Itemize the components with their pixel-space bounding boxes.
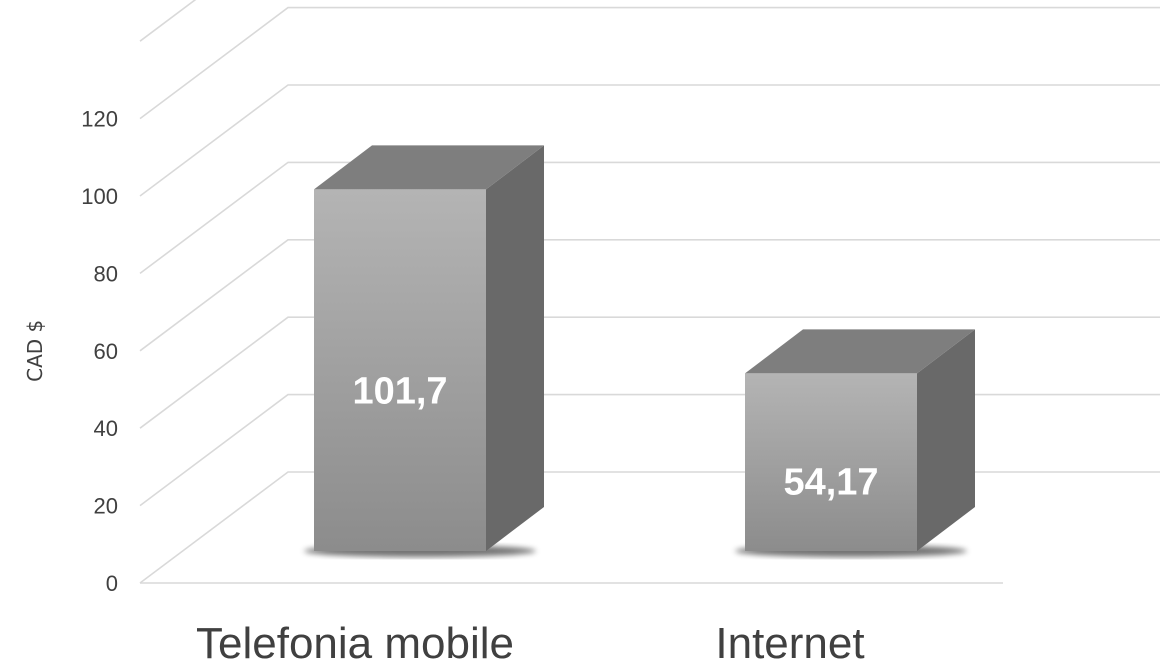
- gridline-140: [139, 0, 197, 42]
- gridline-40: [139, 316, 1160, 429]
- y-tick-label: 40: [94, 416, 118, 441]
- y-axis: 0 20 40 60 80 100 120 CAD $: [23, 107, 118, 596]
- bar-side-face: [917, 329, 975, 551]
- gridlines: [139, 0, 1160, 584]
- y-tick-label: 120: [81, 107, 118, 132]
- bar-1: [735, 329, 975, 557]
- gridline-60: [139, 239, 1160, 352]
- data-label: 54,17: [783, 461, 878, 503]
- bar-front-face: [314, 189, 486, 551]
- data-label: 101,7: [352, 370, 447, 412]
- gridline-80: [139, 161, 1160, 275]
- y-tick-label: 80: [94, 261, 118, 286]
- category-label: Telefonia mobile: [196, 619, 514, 662]
- gridline-20: [139, 393, 1160, 507]
- labels: 101,7 Telefonia mobile 54,17 Internet: [196, 370, 879, 662]
- y-tick-label: 60: [94, 339, 118, 364]
- gridline-120: [139, 6, 1160, 120]
- bar-side-face: [486, 145, 544, 551]
- bars: [304, 145, 975, 557]
- bar-0: [304, 145, 544, 557]
- gridline-100: [139, 84, 1160, 197]
- bar-top-face: [745, 329, 975, 374]
- y-tick-label: 100: [81, 184, 118, 209]
- bar-front-face: [745, 373, 917, 551]
- category-label: Internet: [715, 619, 864, 662]
- y-tick-label: 20: [94, 494, 118, 519]
- bar-top-face: [314, 145, 544, 190]
- gridline-0: [139, 471, 1160, 584]
- y-tick-label: 0: [106, 571, 118, 596]
- y-axis-title: CAD $: [23, 320, 47, 382]
